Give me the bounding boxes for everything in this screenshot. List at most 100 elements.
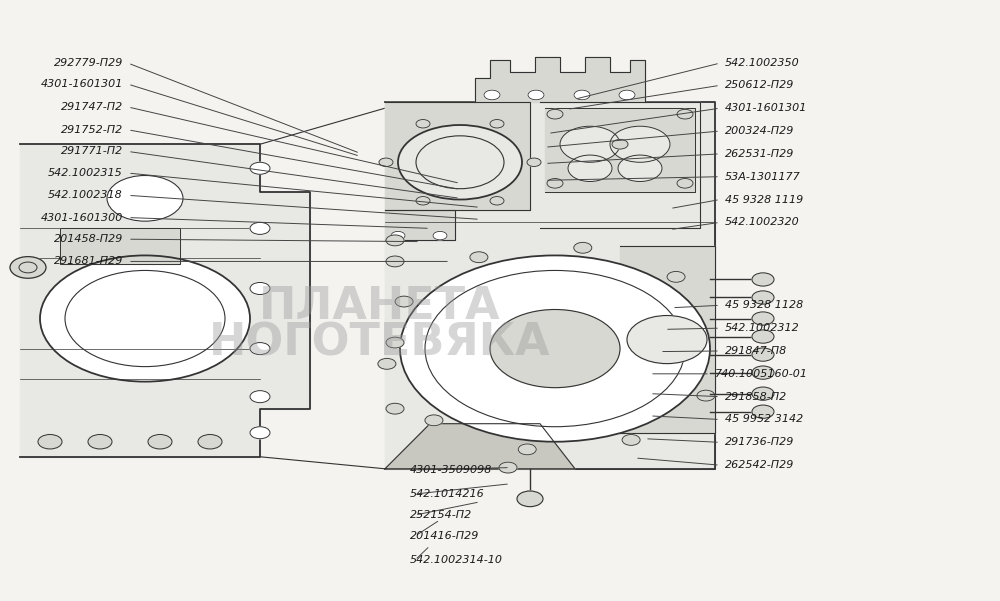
Circle shape [568, 155, 612, 182]
Circle shape [612, 139, 628, 149]
Text: 250612-П29: 250612-П29 [725, 81, 794, 90]
Circle shape [88, 435, 112, 449]
Polygon shape [385, 210, 455, 240]
Circle shape [752, 387, 774, 400]
Circle shape [527, 158, 541, 166]
Circle shape [416, 197, 430, 205]
Circle shape [378, 358, 396, 369]
Circle shape [752, 405, 774, 418]
Circle shape [627, 316, 707, 364]
Text: 542.1002350: 542.1002350 [725, 58, 800, 68]
Circle shape [395, 296, 413, 307]
Circle shape [517, 491, 543, 507]
Text: 201416-П29: 201416-П29 [410, 531, 479, 541]
Circle shape [490, 197, 504, 205]
Text: 252154-П2: 252154-П2 [410, 510, 472, 520]
Circle shape [250, 222, 270, 234]
Circle shape [752, 291, 774, 304]
Circle shape [40, 255, 250, 382]
Circle shape [386, 403, 404, 414]
Circle shape [752, 330, 774, 343]
Text: 542.1002314-10: 542.1002314-10 [410, 555, 503, 565]
Text: 291771-П2: 291771-П2 [61, 147, 123, 156]
Text: 291736-П29: 291736-П29 [725, 438, 794, 447]
Polygon shape [385, 222, 715, 469]
Text: 291681-П29: 291681-П29 [54, 257, 123, 266]
Circle shape [250, 282, 270, 294]
Circle shape [677, 109, 693, 119]
Circle shape [574, 242, 592, 253]
Text: 291858-П2: 291858-П2 [725, 392, 787, 401]
Circle shape [433, 231, 447, 240]
Text: 45 9952 3142: 45 9952 3142 [725, 415, 803, 424]
Circle shape [752, 273, 774, 286]
Circle shape [547, 109, 563, 119]
Text: 4301-1601301: 4301-1601301 [41, 79, 123, 89]
Polygon shape [385, 102, 530, 210]
Circle shape [518, 444, 536, 455]
Text: 542.1002320: 542.1002320 [725, 218, 800, 227]
Circle shape [391, 231, 405, 240]
Circle shape [499, 462, 517, 473]
Circle shape [484, 90, 500, 100]
Polygon shape [620, 246, 715, 433]
Circle shape [10, 257, 46, 278]
Text: 4301-3509098: 4301-3509098 [410, 465, 492, 475]
Circle shape [107, 175, 183, 221]
Circle shape [250, 427, 270, 439]
Polygon shape [545, 108, 695, 192]
Circle shape [386, 256, 404, 267]
Circle shape [622, 435, 640, 445]
Text: 200324-П29: 200324-П29 [725, 126, 794, 136]
Circle shape [38, 435, 62, 449]
Bar [60, 228, 180, 264]
Text: 291752-П2: 291752-П2 [61, 125, 123, 135]
Polygon shape [540, 102, 700, 228]
Circle shape [490, 310, 620, 388]
Text: 4301-1601300: 4301-1601300 [41, 213, 123, 222]
Text: ПЛАНЕТА: ПЛАНЕТА [259, 285, 501, 328]
Text: 291747-П2: 291747-П2 [61, 102, 123, 112]
Text: 4301-1601301: 4301-1601301 [725, 103, 807, 113]
Circle shape [416, 120, 430, 128]
Circle shape [667, 272, 685, 282]
Circle shape [470, 252, 488, 263]
Circle shape [752, 312, 774, 325]
Circle shape [379, 158, 393, 166]
Bar [60, 228, 180, 264]
Circle shape [619, 90, 635, 100]
Polygon shape [385, 102, 715, 469]
Circle shape [574, 90, 590, 100]
Circle shape [490, 120, 504, 128]
Circle shape [677, 178, 693, 188]
Circle shape [250, 162, 270, 174]
Circle shape [398, 125, 522, 200]
Text: 292779-П29: 292779-П29 [54, 58, 123, 68]
Circle shape [386, 337, 404, 348]
Circle shape [752, 366, 774, 379]
Text: 542.1002312: 542.1002312 [725, 323, 800, 333]
Text: 45 9328 1119: 45 9328 1119 [725, 195, 803, 204]
Circle shape [400, 255, 710, 442]
Circle shape [697, 390, 715, 401]
Text: 45 9328 1128: 45 9328 1128 [725, 300, 803, 310]
Circle shape [610, 126, 670, 162]
Text: 542.1014216: 542.1014216 [410, 489, 485, 499]
Polygon shape [20, 144, 310, 457]
Circle shape [560, 126, 620, 162]
Circle shape [148, 435, 172, 449]
Text: 53А-1301177: 53А-1301177 [725, 172, 801, 182]
Circle shape [618, 155, 662, 182]
Text: 262542-П29: 262542-П29 [725, 460, 794, 470]
Circle shape [547, 178, 563, 188]
Text: 542.1002315: 542.1002315 [48, 168, 123, 178]
Text: 201458-П29: 201458-П29 [54, 234, 123, 244]
Text: 740.1005160-01: 740.1005160-01 [715, 369, 808, 379]
Text: 291847-П8: 291847-П8 [725, 346, 787, 356]
Circle shape [528, 90, 544, 100]
Circle shape [752, 348, 774, 361]
Circle shape [250, 343, 270, 355]
Text: НОГОТЕВЯКА: НОГОТЕВЯКА [209, 321, 551, 364]
Circle shape [250, 391, 270, 403]
Text: 542.1002318: 542.1002318 [48, 191, 123, 200]
